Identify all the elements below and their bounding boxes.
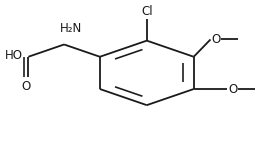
- Text: O: O: [212, 33, 221, 46]
- Text: O: O: [229, 82, 238, 95]
- Text: HO: HO: [5, 49, 23, 62]
- Text: Cl: Cl: [141, 5, 153, 18]
- Text: O: O: [22, 80, 31, 93]
- Text: H₂N: H₂N: [60, 22, 82, 35]
